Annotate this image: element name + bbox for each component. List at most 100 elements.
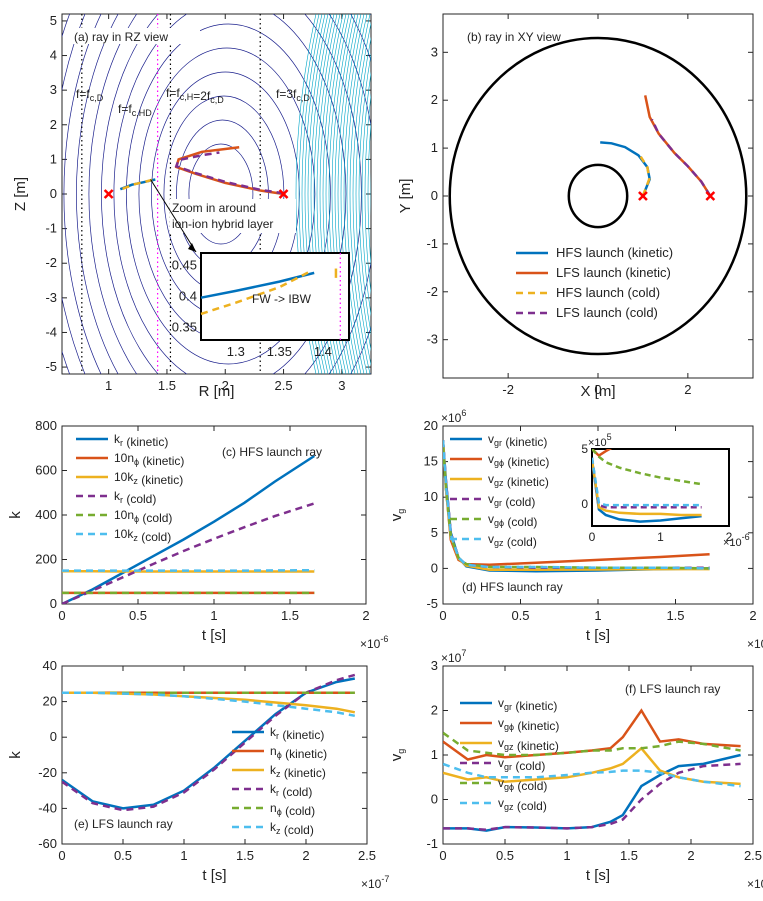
f-legend-label: vgr (cold) bbox=[498, 756, 545, 773]
d-series bbox=[443, 440, 710, 573]
f-ytick-label: 2 bbox=[431, 703, 438, 718]
b-ytick-label: 2 bbox=[431, 92, 438, 107]
c-ytick-label: 400 bbox=[35, 507, 57, 522]
e-xtick-label: 0.5 bbox=[114, 848, 132, 863]
f-xtick-label: 2.5 bbox=[744, 848, 762, 863]
d-inset-xtick-label: 2 bbox=[726, 530, 733, 544]
f-xtick-label: 0.5 bbox=[496, 848, 514, 863]
a-edge-contour bbox=[346, 14, 368, 374]
a-flux-contour bbox=[76, 14, 371, 374]
b-legend-label: LFS launch (cold) bbox=[556, 305, 658, 320]
a-inset-xtick-label: 1.35 bbox=[267, 344, 292, 359]
a-inset-cold-ray bbox=[200, 270, 311, 316]
d-inset-xtick-label: 1 bbox=[657, 530, 664, 544]
f-legend-label: vgϕ (kinetic) bbox=[498, 716, 559, 733]
f-series-line bbox=[443, 762, 741, 788]
a-launch-marker bbox=[103, 189, 114, 199]
a-edge-contour bbox=[370, 172, 371, 216]
e-legend-label: nϕ (kinetic) bbox=[270, 744, 327, 761]
d-ytick-label: -5 bbox=[426, 596, 438, 611]
e-legend: kr (kinetic) nϕ (kinetic) kz (kinetic) kr (… bbox=[232, 725, 327, 837]
c-xlabel: t [s] bbox=[202, 627, 226, 644]
a-inset: 1.3 1.35 1.4 0.35 0.4 0.45 FW -> IBW bbox=[172, 252, 350, 359]
f-series-line bbox=[443, 731, 741, 757]
f-xscale: ×10-7 bbox=[747, 874, 763, 891]
d-inset-series-line bbox=[592, 457, 702, 507]
d-legend-label: vgz (cold) bbox=[488, 532, 537, 549]
a-resonance-label: f=fc,HD bbox=[118, 102, 152, 118]
e-xtick-label: 1 bbox=[180, 848, 187, 863]
e-ytick-label: -20 bbox=[38, 765, 57, 780]
a-zoom-arrow bbox=[150, 179, 197, 253]
c-ytick-label: 200 bbox=[35, 552, 57, 567]
e-legend-label: kr (cold) bbox=[270, 782, 312, 799]
a-ytick-label: 4 bbox=[50, 48, 57, 63]
a-ytick-label: -3 bbox=[45, 290, 57, 305]
d-inset-series-line bbox=[592, 459, 702, 523]
f-legend-label: vgr (kinetic) bbox=[498, 696, 557, 713]
e-legend-label: kz (kinetic) bbox=[270, 763, 326, 780]
e-series-line bbox=[62, 673, 356, 812]
a-ytick-label: 3 bbox=[50, 82, 57, 97]
d-inset-series-line bbox=[592, 459, 702, 517]
a-launch-marker bbox=[278, 189, 289, 199]
b-series-line bbox=[600, 141, 651, 197]
c-ytick-label: 600 bbox=[35, 463, 57, 478]
a-resonance-label: f=fc,D bbox=[76, 87, 104, 103]
f-legend-label: vgz (kinetic) bbox=[498, 736, 559, 753]
b-inner-wall bbox=[567, 163, 629, 229]
f-legend-label: vgϕ (cold) bbox=[498, 776, 547, 793]
d-legend-label: vgz (kinetic) bbox=[488, 472, 549, 489]
a-inset-xtick-label: 1.3 bbox=[227, 344, 245, 359]
a-resonance-label: f=3fc,D bbox=[276, 87, 310, 103]
d-legend: vgr (kinetic) vgϕ (kinetic) vgz (kinetic) v… bbox=[450, 432, 549, 549]
e-axes: 0 0.5 1 1.5 2 2.5 -60 -40 -20 0 20 40 bbox=[38, 658, 376, 863]
b-legend-label: LFS launch (kinetic) bbox=[556, 265, 671, 280]
c-xtick-label: 1.5 bbox=[281, 608, 299, 623]
c-series-line bbox=[62, 454, 315, 604]
e-ylabel: k bbox=[7, 751, 24, 759]
a-flux-contour bbox=[101, 14, 362, 374]
d-inset-ytick-label: 5 bbox=[581, 442, 588, 456]
a-axes: 1 1.5 2 2.5 3 -5 -4 -3 -2 -1 0 1 2 3 4 5 bbox=[45, 13, 372, 393]
d-title-bg bbox=[459, 578, 571, 594]
a-flux-contour bbox=[113, 14, 347, 374]
f-legend: vgr (kinetic) vgϕ (kinetic) vgz (kinetic) v… bbox=[460, 696, 559, 813]
f-ytick-label: 1 bbox=[431, 747, 438, 762]
b-series-line bbox=[639, 156, 651, 197]
c-axes: 0 0.5 1 1.5 2 0 200 400 600 800 bbox=[35, 418, 369, 623]
a-flux-contour bbox=[126, 23, 331, 365]
e-xtick-label: 1.5 bbox=[236, 848, 254, 863]
b-ytick-label: -1 bbox=[426, 236, 438, 251]
e-ytick-label: -40 bbox=[38, 800, 57, 815]
e-legend-label: nϕ (cold) bbox=[270, 801, 315, 818]
c-ylabel: k bbox=[7, 511, 24, 519]
a-edge-contour bbox=[377, 14, 397, 374]
a-xtick-label: 3 bbox=[338, 378, 345, 393]
a-flux-contour bbox=[88, 14, 371, 374]
d-inset: 0 1 2 0 5 ×105 ×10-6 bbox=[581, 432, 749, 549]
a-ytick-label: -2 bbox=[45, 255, 57, 270]
a-edge-contour bbox=[361, 71, 371, 317]
e-xlabel: t [s] bbox=[202, 867, 226, 884]
a-edge-contour bbox=[358, 52, 371, 336]
d-inset-series-line bbox=[592, 449, 613, 458]
d-ytick-label: 15 bbox=[424, 454, 438, 469]
b-xtick-label: -2 bbox=[502, 382, 514, 397]
f-series bbox=[443, 708, 741, 832]
c-legend-label: 10kz (kinetic) bbox=[114, 470, 183, 487]
c-legend: kr (kinetic) 10nϕ (kinetic) 10kz (kinetic)… bbox=[76, 432, 184, 544]
b-outer-wall bbox=[448, 36, 748, 356]
c-legend-label: 10nϕ (cold) bbox=[114, 508, 172, 525]
a-edge-contour bbox=[367, 120, 371, 268]
c-xscale: ×10-6 bbox=[360, 634, 388, 651]
a-xtick-label: 2.5 bbox=[275, 378, 293, 393]
b-launch-marker bbox=[705, 191, 716, 201]
a-edge-contour bbox=[364, 93, 371, 295]
d-ytick-label: 10 bbox=[424, 489, 438, 504]
a-ytick-label: -1 bbox=[45, 221, 57, 236]
d-legend-label: vgr (cold) bbox=[488, 492, 535, 509]
c-xtick-label: 0.5 bbox=[129, 608, 147, 623]
